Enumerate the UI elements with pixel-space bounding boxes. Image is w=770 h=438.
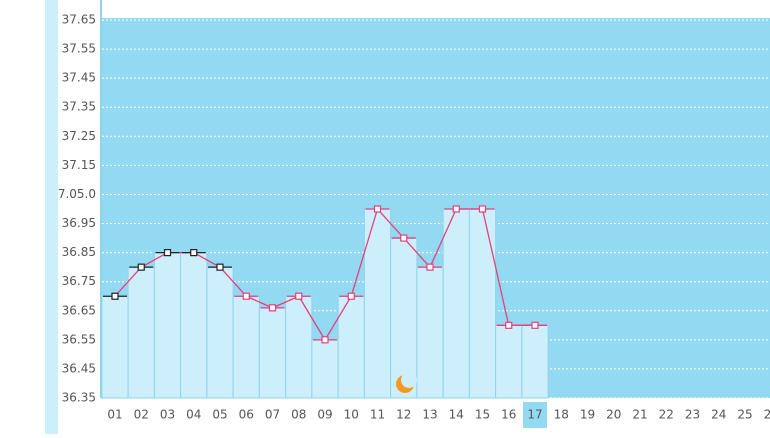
y-tick-label: 36.65 bbox=[62, 303, 96, 317]
bar bbox=[258, 307, 287, 399]
bar bbox=[390, 237, 418, 399]
marker bbox=[216, 263, 224, 271]
marker bbox=[531, 321, 539, 329]
x-tick-label: 09 bbox=[317, 408, 332, 422]
x-tick-label: 08 bbox=[291, 408, 306, 422]
y-tick-label: 36.75 bbox=[62, 274, 96, 288]
x-tick-label: 22 bbox=[659, 408, 674, 422]
marker bbox=[242, 292, 250, 300]
x-tick-label: 12 bbox=[396, 408, 411, 422]
y-axis-line bbox=[100, 0, 102, 398]
bar bbox=[101, 295, 129, 399]
marker bbox=[400, 234, 408, 242]
bar bbox=[127, 266, 155, 399]
bar bbox=[311, 339, 339, 399]
y-tick-label: 36.85 bbox=[62, 245, 96, 259]
x-tick-label: 03 bbox=[160, 408, 175, 422]
marker bbox=[268, 304, 277, 312]
x-tick-label: 02 bbox=[134, 408, 149, 422]
x-tick-label: 07 bbox=[265, 408, 280, 422]
x-tick-label: 05 bbox=[212, 408, 227, 422]
y-tick-label: 37.25 bbox=[62, 129, 96, 143]
x-tick-label: 11 bbox=[370, 408, 385, 422]
x-tick-label: 18 bbox=[554, 408, 569, 422]
marker bbox=[373, 205, 382, 213]
bar bbox=[442, 208, 470, 399]
y-tick-label: 36.35 bbox=[62, 391, 96, 405]
y-tick-label: 37.35 bbox=[62, 100, 96, 114]
marker bbox=[478, 205, 487, 213]
y-tick-label: 36.45 bbox=[62, 361, 96, 375]
x-tick-label: 13 bbox=[422, 408, 437, 422]
y-tick-label: 37.15 bbox=[62, 158, 96, 172]
x-tick-label: 24 bbox=[711, 408, 726, 422]
x-tick-label: 04 bbox=[186, 408, 201, 422]
x-tick-label: 19 bbox=[580, 408, 595, 422]
x-tick-label: 16 bbox=[501, 408, 516, 422]
y-tick-label: 36.95 bbox=[62, 216, 96, 230]
bar bbox=[337, 295, 365, 399]
marker bbox=[505, 321, 513, 329]
x-tick-label: 01 bbox=[107, 408, 122, 422]
marker bbox=[426, 263, 434, 271]
x-tick-label: 17 bbox=[527, 408, 542, 422]
marker bbox=[347, 292, 355, 300]
bar bbox=[153, 252, 182, 399]
bar bbox=[206, 266, 234, 399]
marker bbox=[111, 292, 119, 300]
y-tick-label: 37.55 bbox=[62, 42, 96, 56]
x-tick-label: 23 bbox=[685, 408, 700, 422]
x-tick-label: 26 bbox=[764, 408, 770, 422]
y-tick-label: 37.65 bbox=[62, 13, 96, 27]
selected-day bbox=[523, 402, 547, 428]
bar bbox=[521, 324, 549, 399]
x-tick-label: 25 bbox=[737, 408, 752, 422]
bar bbox=[180, 252, 208, 399]
bar bbox=[468, 208, 497, 399]
marker bbox=[452, 205, 460, 213]
bar bbox=[495, 324, 523, 399]
marker bbox=[137, 263, 145, 271]
side-strip bbox=[45, 0, 58, 434]
bar bbox=[416, 266, 444, 399]
y-tick-label: 37.45 bbox=[62, 71, 96, 85]
x-tick-label: 10 bbox=[344, 408, 359, 422]
moon-icon bbox=[396, 372, 417, 393]
marker bbox=[190, 249, 198, 257]
x-tick-label: 20 bbox=[606, 408, 621, 422]
bar bbox=[232, 295, 260, 399]
marker bbox=[163, 249, 172, 257]
y-tick-label: 7.05.0 bbox=[58, 187, 96, 201]
y-tick-label: 36.55 bbox=[62, 332, 96, 346]
x-tick-label: 06 bbox=[239, 408, 254, 422]
marker bbox=[321, 336, 329, 344]
x-tick-label: 14 bbox=[449, 408, 464, 422]
x-tick-label: 21 bbox=[632, 408, 647, 422]
marker bbox=[295, 292, 303, 300]
x-tick-label: 15 bbox=[475, 408, 490, 422]
